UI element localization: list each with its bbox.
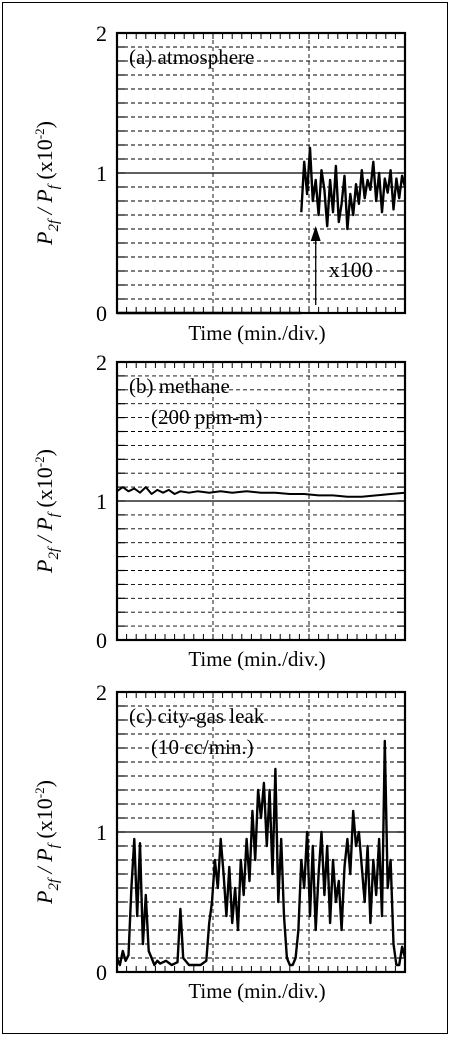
series-line-2 xyxy=(300,146,407,231)
panel-label: (b) methane xyxy=(129,374,230,398)
y-label-part: / xyxy=(32,203,57,220)
y-tick-label: 2 xyxy=(96,680,107,705)
x-axis-label: Time (min./div.) xyxy=(188,979,325,1003)
panel-label-line2: (10 cc/min.) xyxy=(151,735,254,759)
plot-area-frame xyxy=(115,690,407,974)
y-axis-label-text: P2f / Pf (x10-2) xyxy=(32,449,62,574)
y-label-part: (x10 xyxy=(32,467,57,507)
y-label-part: f xyxy=(46,842,62,848)
chart-panel-b: 0 1 2 (b) methane (200 ppm-m) Time (min./div.… xyxy=(32,350,407,671)
y-label-part: 2f xyxy=(46,877,62,891)
y-tick-label: 2 xyxy=(96,350,107,375)
y-tick-label: 2 xyxy=(96,21,107,46)
y-label-part: (x10 xyxy=(32,139,57,179)
y-tick-label: 0 xyxy=(96,960,107,985)
y-axis-label-text: P2f / Pf (x10-2) xyxy=(32,780,62,905)
y-label-part: ) xyxy=(32,121,57,128)
y-label-part: P xyxy=(32,517,57,531)
y-label-part: / xyxy=(32,531,57,548)
series-line-1 xyxy=(116,486,406,498)
y-label-part: / xyxy=(32,862,57,879)
y-label-part: -2 xyxy=(32,787,47,798)
y-label-part: -2 xyxy=(32,128,47,139)
y-label-part: P xyxy=(32,231,57,245)
y-tick-label: 1 xyxy=(96,161,107,186)
y-label-part: P xyxy=(32,189,57,203)
y-label-part: 2f xyxy=(46,218,62,232)
y-tick-label: 1 xyxy=(96,820,107,845)
annotation-text: x100 xyxy=(329,257,373,282)
y-label-part: ) xyxy=(32,780,57,787)
y-label-part: ) xyxy=(32,449,57,456)
y-axis-label: P2f / Pf (x10-2) xyxy=(32,780,62,905)
x-axis-label: Time (min./div.) xyxy=(188,321,325,345)
y-label-part: P xyxy=(32,559,57,573)
y-tick-label: 0 xyxy=(96,628,107,653)
y-tick-label: 0 xyxy=(96,301,107,326)
y-label-part: P xyxy=(32,848,57,862)
y-label-part: f xyxy=(46,183,62,189)
panel-label-line2: (200 ppm-m) xyxy=(151,405,262,429)
panel-label: (a) atmosphere xyxy=(129,45,254,69)
annotation-arrowhead xyxy=(310,226,321,241)
panel-label: (c) city-gas leak xyxy=(129,704,265,728)
y-label-part: P xyxy=(32,890,57,904)
x-axis-label: Time (min./div.) xyxy=(188,647,325,671)
y-axis-label-text: P2f / Pf (x10-2) xyxy=(32,121,62,246)
y-label-part: 2f xyxy=(46,546,62,560)
y-label-part: -2 xyxy=(32,456,47,467)
y-label-part: (x10 xyxy=(32,798,57,838)
series-line-1 xyxy=(115,739,407,967)
y-axis-label: P2f / Pf (x10-2) xyxy=(32,121,62,246)
chart-panel-c: 0 1 2 (c) city-gas leak (10 cc/min.) Time (mi… xyxy=(32,680,407,1003)
y-label-part: f xyxy=(46,511,62,517)
plot-area-frame xyxy=(115,360,407,642)
y-axis-label: P2f / Pf (x10-2) xyxy=(32,449,62,574)
y-tick-label: 1 xyxy=(96,489,107,514)
